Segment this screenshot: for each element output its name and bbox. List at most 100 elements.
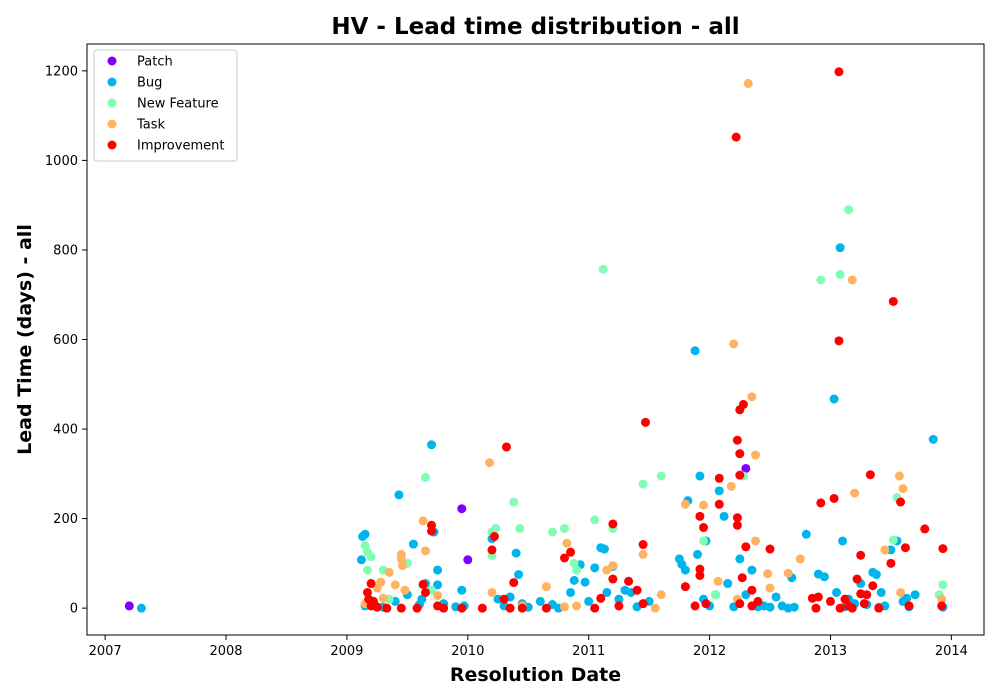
data-point	[396, 554, 406, 564]
data-points	[124, 67, 948, 613]
data-point	[829, 493, 839, 503]
data-point	[408, 539, 418, 549]
data-point	[487, 545, 497, 555]
legend: Patch Bug New Feature Task Improvement	[93, 49, 238, 162]
data-point	[910, 590, 920, 600]
data-point	[850, 488, 860, 498]
y-tick-label: 0	[70, 602, 78, 617]
data-point	[632, 585, 642, 595]
legend-marker	[107, 140, 117, 150]
data-point	[511, 548, 521, 558]
x-tick-label: 2008	[209, 644, 242, 659]
data-point	[457, 585, 467, 595]
data-point	[400, 585, 410, 595]
data-point	[491, 523, 501, 533]
data-point	[680, 499, 690, 509]
data-point	[418, 579, 428, 589]
data-point	[356, 555, 366, 565]
data-point	[816, 498, 826, 508]
data-point	[541, 603, 551, 613]
data-point	[840, 594, 850, 604]
x-tick-label: 2013	[814, 644, 847, 659]
data-point	[680, 582, 690, 592]
data-point	[765, 544, 775, 554]
data-point	[420, 587, 430, 597]
data-point	[572, 601, 582, 611]
data-point	[505, 603, 515, 613]
data-point	[894, 471, 904, 481]
data-point	[509, 497, 519, 507]
data-point	[898, 484, 908, 494]
data-point	[856, 550, 866, 560]
data-point	[547, 527, 557, 537]
data-point	[569, 575, 579, 585]
data-point	[412, 603, 422, 613]
data-point	[714, 473, 724, 483]
data-point	[937, 594, 947, 604]
data-point	[372, 602, 382, 612]
data-point	[366, 579, 376, 589]
data-point	[692, 549, 702, 559]
data-point	[501, 442, 511, 452]
data-point	[485, 458, 495, 468]
data-point	[614, 601, 624, 611]
data-point	[888, 296, 898, 306]
data-point	[765, 602, 775, 612]
data-point	[741, 542, 751, 552]
data-point	[699, 523, 709, 533]
data-point	[362, 565, 372, 575]
data-point	[509, 578, 519, 588]
data-point	[789, 602, 799, 612]
data-point	[602, 587, 612, 597]
data-point	[580, 577, 590, 587]
y-tick-label: 600	[53, 333, 78, 348]
data-point	[515, 523, 525, 533]
data-point	[737, 573, 747, 583]
data-point	[771, 592, 781, 602]
data-point	[384, 567, 394, 577]
data-point	[566, 587, 576, 597]
legend-label: Patch	[137, 55, 173, 70]
data-point	[477, 603, 487, 613]
data-point	[701, 599, 711, 609]
data-point	[487, 587, 497, 597]
data-point	[753, 596, 763, 606]
data-point	[751, 450, 761, 460]
y-tick-label: 200	[53, 512, 78, 527]
data-point	[937, 601, 947, 611]
legend-label: Task	[136, 118, 166, 133]
legend-label: Bug	[137, 76, 162, 91]
data-point	[743, 78, 753, 88]
data-point	[714, 486, 724, 496]
data-point	[699, 500, 709, 510]
data-point	[732, 435, 742, 445]
data-point	[900, 543, 910, 553]
data-point	[394, 490, 404, 500]
data-point	[489, 532, 499, 541]
data-point	[747, 565, 757, 575]
x-axis-title: Resolution Date	[450, 664, 621, 686]
data-point	[904, 601, 914, 611]
data-point	[417, 594, 427, 604]
data-point	[795, 554, 805, 564]
data-point	[398, 561, 408, 571]
data-point	[650, 603, 660, 613]
data-point	[680, 565, 690, 575]
data-point	[886, 558, 896, 568]
data-point	[590, 603, 600, 613]
data-point	[888, 535, 898, 545]
data-point	[638, 479, 648, 489]
data-point	[868, 581, 878, 591]
data-point	[735, 449, 745, 459]
data-point	[560, 523, 570, 533]
data-point	[829, 394, 839, 404]
x-tick-label: 2014	[935, 644, 968, 659]
data-point	[535, 596, 545, 606]
data-point	[835, 243, 845, 253]
data-point	[938, 580, 948, 590]
data-point	[638, 540, 648, 550]
data-point	[735, 554, 745, 564]
data-point	[874, 603, 884, 613]
data-point	[541, 582, 551, 592]
data-point	[847, 275, 857, 285]
